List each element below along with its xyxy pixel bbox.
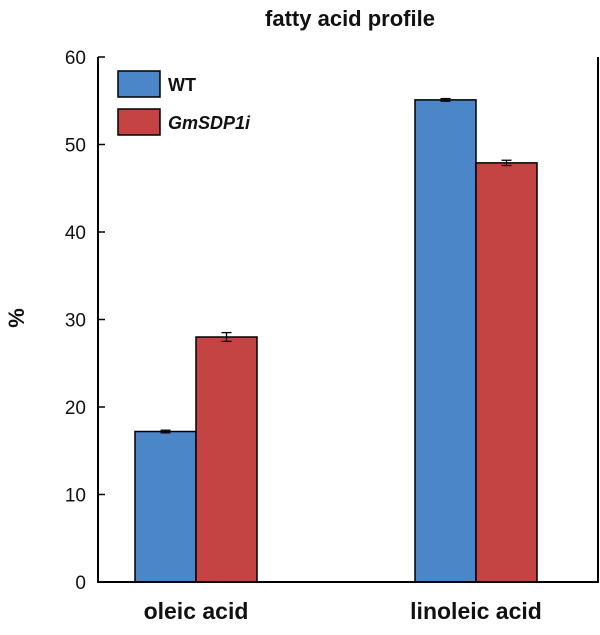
y-tick-label: 40 xyxy=(65,223,86,244)
error-bar-wt-oleic-acid xyxy=(160,429,171,434)
chart-title: fatty acid profile xyxy=(265,6,435,31)
error-bar-gmsdp1i-oleic-acid xyxy=(221,331,232,343)
legend-swatch-gmsdp1i xyxy=(117,108,161,136)
plot-frame xyxy=(97,57,599,583)
bar-wt-oleic-acid xyxy=(134,430,197,583)
bar-gmsdp1i-oleic-acid xyxy=(195,336,258,583)
y-axis-ticks: 0 10 20 30 40 50 60 xyxy=(65,48,105,594)
y-tick-label: 20 xyxy=(65,398,86,419)
y-axis-label: % xyxy=(4,308,29,328)
legend-label-gmsdp1i: GmSDP1i xyxy=(168,113,251,133)
error-bar-gmsdp1i-linoleic-acid xyxy=(501,159,512,167)
category-labels: oleic acid linoleic acid xyxy=(144,598,542,624)
y-tick-label: 50 xyxy=(65,136,86,157)
bar-gmsdp1i-linoleic-acid xyxy=(475,162,538,583)
y-tick-label: 30 xyxy=(65,311,86,332)
y-tick-label: 60 xyxy=(65,48,86,69)
category-label-linoleic-acid: linoleic acid xyxy=(410,598,542,624)
y-tick-label: 0 xyxy=(75,573,86,594)
legend: WT GmSDP1i xyxy=(117,70,251,136)
y-tick-label: 10 xyxy=(65,486,86,507)
error-bar-wt-linoleic-acid xyxy=(440,97,451,102)
legend-label-wt: WT xyxy=(168,75,196,95)
legend-swatch-wt xyxy=(117,70,161,98)
bar-wt-linoleic-acid xyxy=(414,99,477,583)
bars xyxy=(134,97,538,583)
category-label-oleic-acid: oleic acid xyxy=(144,598,249,624)
